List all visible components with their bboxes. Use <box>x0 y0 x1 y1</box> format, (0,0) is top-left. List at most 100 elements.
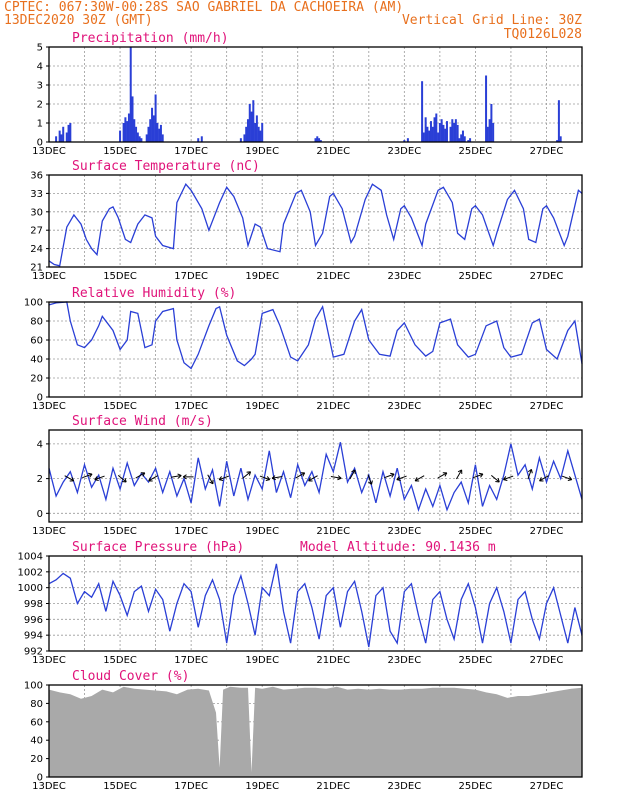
temperature-ytick-label: 21 <box>30 263 43 274</box>
cloud-cover-xtick-label: 23DEC <box>387 781 421 792</box>
cloud-cover-ytick-label: 0 <box>37 773 43 784</box>
precipitation-ytick-label: 5 <box>37 43 43 54</box>
precipitation-bar <box>456 124 459 142</box>
precipitation-bar <box>426 126 429 142</box>
precipitation-ytick-label: 0 <box>37 138 43 149</box>
precipitation-frame <box>48 46 583 143</box>
precipitation-bar <box>490 104 493 142</box>
wind-vector <box>148 475 158 482</box>
temperature-xtick-label: 19DEC <box>245 271 279 282</box>
wind-vector <box>472 472 484 479</box>
pressure-ytick-label: 1000 <box>18 583 43 594</box>
wind-xtick-label: 13DEC <box>32 526 66 537</box>
precipitation-xtick-label: 19DEC <box>245 146 279 157</box>
wind-vector <box>414 475 425 482</box>
precipitation-ytick-label: 3 <box>37 81 43 92</box>
precipitation-bar <box>127 113 130 142</box>
precipitation-bar <box>156 123 159 142</box>
pressure-title: Surface Pressure (hPa) <box>72 540 244 555</box>
pressure-series-line <box>48 563 583 648</box>
wind-vector <box>308 475 318 482</box>
temperature-ytick-label: 36 <box>30 171 43 182</box>
wind-ytick-label: 2 <box>37 474 43 485</box>
wind-vector <box>271 475 283 481</box>
precipitation-bar <box>453 123 456 142</box>
precipitation-bar <box>556 140 559 142</box>
cloud-cover-title: Cloud Cover (%) <box>72 669 189 684</box>
cloud-cover-area <box>49 686 582 777</box>
precipitation-bar <box>406 138 409 142</box>
humidity-panel: 0 20 40 60 80 100 13DEC 15DEC 17DEC 19DEC 21DEC 23D… <box>24 286 583 412</box>
header-grid-note: Vertical Grid Line: 30Z <box>402 13 582 28</box>
precipitation-bar <box>435 113 438 142</box>
cloud-cover-xtick-label: 13DEC <box>32 781 66 792</box>
pressure-xtick-label: 27DEC <box>530 655 564 666</box>
precipitation-bar <box>159 124 162 142</box>
precipitation-xtick-label: 21DEC <box>316 146 350 157</box>
precipitation-bar <box>250 111 253 142</box>
wind-vector <box>82 472 93 479</box>
precipitation-bar <box>445 121 448 142</box>
wind-vector <box>218 475 230 481</box>
temperature-panel: 21 24 27 30 33 36 13DEC 15DEC 17DEC 19DEC 21DEC 23D… <box>30 159 583 282</box>
humidity-xtick-label: 19DEC <box>245 401 279 412</box>
wind-vector <box>330 475 342 481</box>
precipitation-bar <box>138 136 141 142</box>
cloud-cover-panel: 0 20 40 60 80 100 13DEC 15DEC 17DEC 19DEC 21DEC 23D… <box>24 669 583 792</box>
pressure-xtick-label: 13DEC <box>32 655 66 666</box>
cloud-cover-ytick-label: 20 <box>30 754 43 765</box>
precipitation-bar <box>62 126 65 142</box>
wind-panel: 0 2 4 13DEC 15DEC 17DEC 19DEC 21DEC 23DEC 25DEC 27… <box>32 414 583 537</box>
pressure-ytick-label: 998 <box>24 599 43 610</box>
precipitation-bar <box>319 140 322 142</box>
precipitation-bar <box>454 119 457 142</box>
precipitation-bar <box>421 81 424 142</box>
precipitation-bar <box>140 138 143 142</box>
precipitation-bar <box>442 124 445 142</box>
precipitation-bar <box>122 123 125 142</box>
humidity-series-line <box>48 301 583 370</box>
temperature-frame <box>48 174 583 268</box>
precipitation-bar <box>314 138 317 142</box>
pressure-ytick-label: 1002 <box>18 567 43 578</box>
precipitation-bar <box>252 100 255 142</box>
wind-vector <box>349 469 356 480</box>
precipitation-bar <box>467 140 470 142</box>
precipitation-bar <box>316 136 319 142</box>
temperature-ytick-label: 30 <box>30 207 43 218</box>
precipitation-bar <box>461 130 464 142</box>
humidity-ytick-label: 40 <box>30 355 43 366</box>
precipitation-bar <box>246 119 249 142</box>
precipitation-bar <box>239 138 242 142</box>
precipitation-title: Precipitation (mm/h) <box>72 31 229 46</box>
wind-vector <box>170 473 182 479</box>
pressure-xtick-label: 23DEC <box>387 655 421 666</box>
precipitation-bar <box>129 47 132 142</box>
precipitation-bar <box>431 126 434 142</box>
precipitation-bar <box>440 119 443 142</box>
wind-vector <box>367 474 373 485</box>
humidity-ytick-label: 100 <box>24 298 43 309</box>
humidity-xtick-label: 27DEC <box>530 401 564 412</box>
precipitation-bar <box>69 123 72 142</box>
wind-vector <box>527 468 533 480</box>
temperature-xtick-label: 25DEC <box>459 271 493 282</box>
humidity-title: Relative Humidity (%) <box>72 286 236 301</box>
temperature-xtick-label: 15DEC <box>103 271 137 282</box>
precipitation-bar <box>469 138 472 142</box>
wind-vector <box>503 475 514 481</box>
precipitation-bar <box>449 126 452 142</box>
precipitation-bar <box>131 96 134 142</box>
precipitation-bar <box>261 123 264 142</box>
precipitation-xtick-label: 27DEC <box>530 146 564 157</box>
precipitation-panel: 0 1 2 3 4 5 13DEC 15DEC 17DEC 19DEC 21DEC 23DEC 25DE… <box>32 31 583 157</box>
header-date: 13DEC2020 30Z (GMT) <box>4 13 153 28</box>
wind-vector <box>94 475 105 481</box>
wind-xtick-label: 21DEC <box>316 526 350 537</box>
pressure-xtick-label: 21DEC <box>316 655 350 666</box>
humidity-xtick-label: 17DEC <box>174 401 208 412</box>
precipitation-bar <box>437 132 440 142</box>
humidity-xtick-label: 21DEC <box>316 401 350 412</box>
precipitation-bar <box>429 121 432 142</box>
precipitation-xtick-label: 13DEC <box>32 146 66 157</box>
